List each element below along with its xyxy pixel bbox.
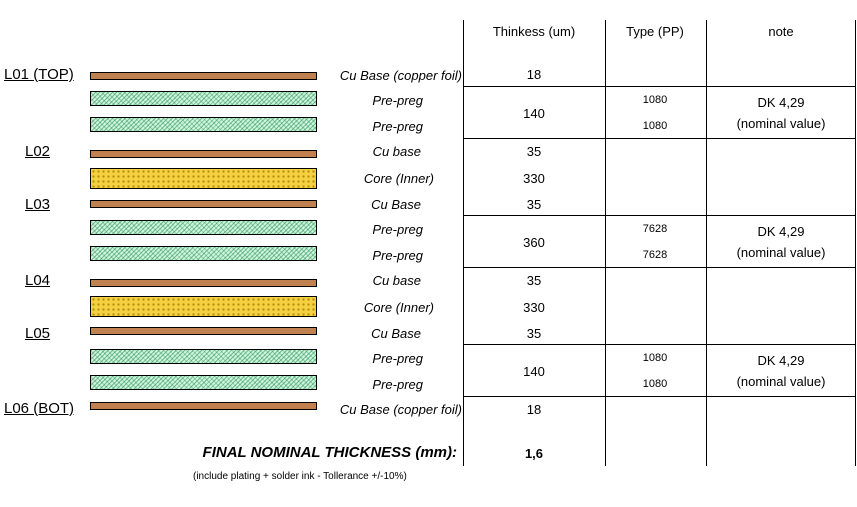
grid-hline bbox=[463, 396, 856, 397]
prepreg-type: 1080 bbox=[642, 94, 668, 106]
material-label: Cu base bbox=[372, 144, 421, 159]
prepreg-layer bbox=[90, 246, 317, 261]
material-label: Cu Base bbox=[371, 197, 421, 212]
material-label: Pre-preg bbox=[372, 119, 423, 134]
layer-label-l06: L06 (BOT) bbox=[4, 400, 75, 417]
thickness-value: 35 bbox=[526, 273, 542, 288]
grid-hline bbox=[463, 86, 856, 87]
grid-vline-2 bbox=[605, 20, 606, 466]
note-cell: DK 4,29 (nominal value) bbox=[706, 350, 856, 392]
note-cell: DK 4,29 (nominal value) bbox=[706, 221, 856, 263]
material-label: Pre-preg bbox=[372, 377, 423, 392]
thickness-value: 360 bbox=[523, 235, 545, 250]
note-line: DK 4,29 bbox=[757, 353, 805, 368]
thickness-value: 35 bbox=[526, 197, 542, 212]
thickness-value: 35 bbox=[526, 144, 542, 159]
layer-label-l03: L03 bbox=[25, 196, 51, 213]
note-line: (nominal value) bbox=[736, 245, 826, 260]
material-label: Pre-preg bbox=[372, 222, 423, 237]
copper-layer bbox=[90, 327, 317, 335]
layer-label-l05: L05 bbox=[25, 325, 51, 342]
copper-layer bbox=[90, 279, 317, 287]
layer-label-l02: L02 bbox=[25, 143, 51, 160]
copper-layer bbox=[90, 402, 317, 410]
prepreg-layer bbox=[90, 220, 317, 235]
material-label: Cu Base (copper foil) bbox=[339, 402, 462, 417]
material-label: Core (Inner) bbox=[363, 171, 434, 186]
core-layer bbox=[90, 296, 317, 317]
material-label: Pre-preg bbox=[372, 351, 423, 366]
note-cell: DK 4,29 (nominal value) bbox=[706, 92, 856, 134]
prepreg-layer bbox=[90, 375, 317, 390]
prepreg-type: 1080 bbox=[642, 378, 668, 390]
grid-hline bbox=[463, 267, 856, 268]
note-line: DK 4,29 bbox=[757, 224, 805, 239]
grid-hline bbox=[463, 344, 856, 345]
final-thickness-value: 1,6 bbox=[524, 446, 544, 461]
thickness-value: 140 bbox=[523, 364, 545, 379]
final-thickness-label: FINAL NOMINAL THICKNESS (mm): bbox=[202, 444, 457, 461]
copper-layer bbox=[90, 200, 317, 208]
header-thickness: Thinkess (um) bbox=[492, 24, 576, 39]
material-label: Pre-preg bbox=[372, 248, 423, 263]
prepreg-type: 1080 bbox=[642, 352, 668, 364]
material-label: Core (Inner) bbox=[363, 300, 434, 315]
copper-layer bbox=[90, 72, 317, 80]
thickness-value: 35 bbox=[526, 326, 542, 341]
prepreg-type: 7628 bbox=[642, 249, 668, 261]
header-type: Type (PP) bbox=[626, 24, 684, 39]
layer-label-l04: L04 bbox=[25, 272, 51, 289]
note-line: DK 4,29 bbox=[757, 95, 805, 110]
prepreg-type: 7628 bbox=[642, 223, 668, 235]
prepreg-layer bbox=[90, 91, 317, 106]
header-note: note bbox=[768, 24, 794, 39]
thickness-value: 18 bbox=[526, 67, 542, 82]
material-label: Pre-preg bbox=[372, 93, 423, 108]
thickness-value: 330 bbox=[523, 300, 545, 315]
grid-hline bbox=[463, 215, 856, 216]
material-label: Cu Base bbox=[371, 326, 421, 341]
prepreg-layer bbox=[90, 117, 317, 132]
thickness-value: 140 bbox=[523, 106, 545, 121]
prepreg-type: 1080 bbox=[642, 120, 668, 132]
grid-vline-1 bbox=[463, 20, 464, 466]
grid-vline-4 bbox=[855, 20, 856, 466]
grid-vline-3 bbox=[706, 20, 707, 466]
copper-layer bbox=[90, 150, 317, 158]
layer-label-l01: L01 (TOP) bbox=[4, 66, 74, 83]
final-footnote: (include plating + solder ink - Tolleran… bbox=[193, 471, 407, 482]
note-line: (nominal value) bbox=[736, 116, 826, 131]
material-label: Cu Base (copper foil) bbox=[339, 68, 462, 83]
grid-hline bbox=[463, 138, 856, 139]
core-layer bbox=[90, 168, 317, 189]
thickness-value: 18 bbox=[526, 402, 542, 417]
note-line: (nominal value) bbox=[736, 374, 826, 389]
thickness-value: 330 bbox=[523, 171, 545, 186]
prepreg-layer bbox=[90, 349, 317, 364]
material-label: Cu base bbox=[372, 273, 421, 288]
